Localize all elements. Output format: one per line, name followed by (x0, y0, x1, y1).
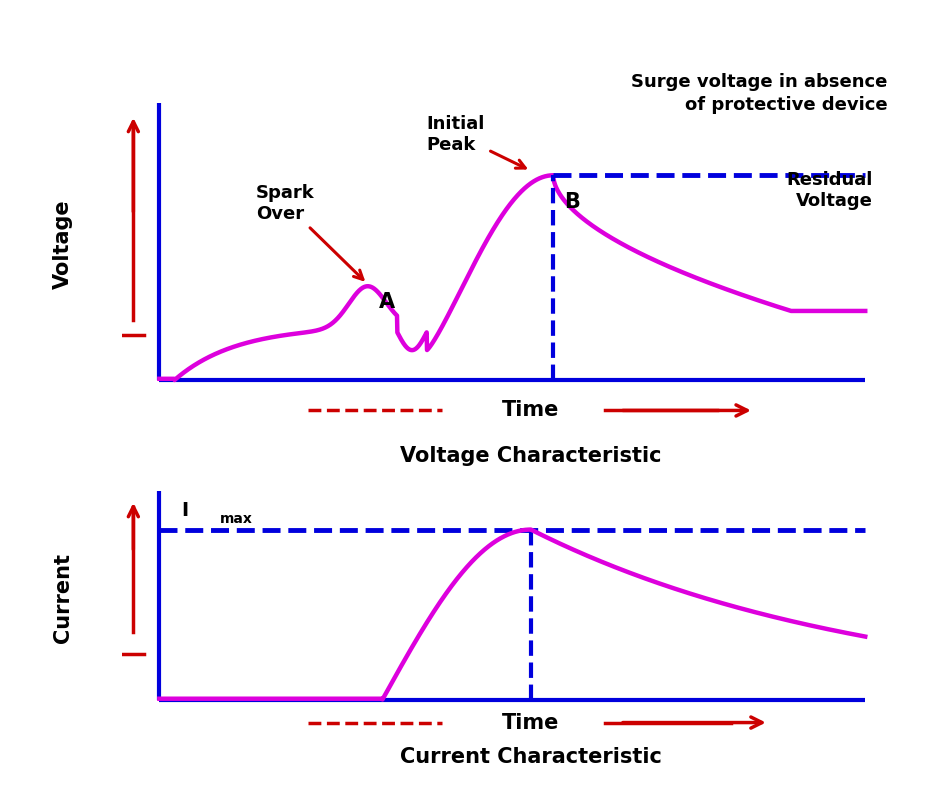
Text: B: B (564, 192, 580, 213)
Text: Voltage Characteristic: Voltage Characteristic (400, 446, 662, 466)
Text: A: A (379, 292, 395, 312)
Text: I: I (181, 501, 189, 521)
Text: Surge voltage in absence
of protective device: Surge voltage in absence of protective d… (631, 72, 887, 114)
Text: Voltage: Voltage (53, 200, 72, 289)
Text: max: max (220, 512, 253, 526)
Text: Time: Time (502, 712, 559, 733)
Text: Residual
Voltage: Residual Voltage (786, 171, 872, 210)
Text: Current Characteristic: Current Characteristic (400, 746, 662, 767)
Text: Time: Time (502, 400, 559, 421)
Text: Current: Current (53, 552, 72, 643)
Text: Spark
Over: Spark Over (256, 184, 363, 280)
Text: Initial
Peak: Initial Peak (427, 115, 525, 168)
